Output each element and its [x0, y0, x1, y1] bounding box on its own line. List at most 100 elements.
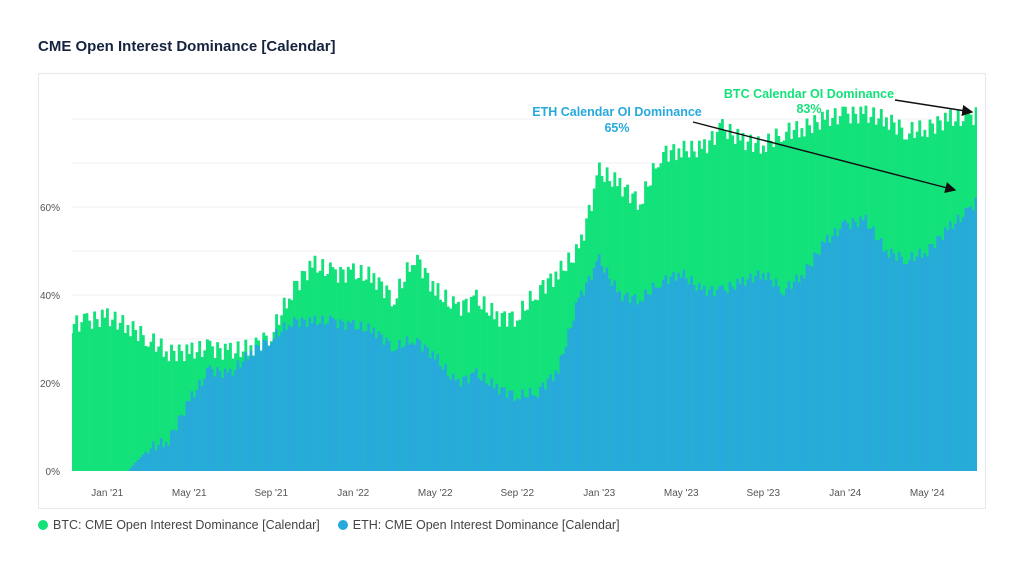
eth-bar — [364, 330, 368, 471]
btc-bar — [93, 311, 97, 471]
btc-bar — [126, 324, 130, 471]
eth-bar — [592, 267, 596, 471]
btc-bar — [100, 309, 104, 471]
eth-bar — [426, 347, 430, 471]
eth-bar — [782, 295, 786, 471]
eth-bar — [895, 260, 899, 471]
btc-bar — [72, 333, 73, 471]
eth-bar — [136, 460, 140, 471]
eth-bar — [367, 323, 371, 471]
eth-bar — [700, 289, 704, 471]
x-tick-label: May '23 — [664, 488, 699, 499]
eth-bar — [854, 221, 858, 471]
btc-bar — [531, 301, 535, 471]
eth-bar — [167, 445, 171, 471]
eth-bar — [677, 272, 681, 471]
eth-bar — [587, 275, 591, 471]
eth-bar — [352, 320, 355, 471]
eth-bar — [815, 253, 819, 471]
eth-bar — [562, 354, 565, 471]
eth-bar — [605, 267, 609, 471]
eth-bar — [554, 370, 558, 471]
btc-bar — [113, 311, 117, 471]
eth-bar — [213, 376, 217, 471]
eth-bar — [346, 321, 350, 471]
eth-bar — [797, 282, 801, 471]
eth-bar — [738, 283, 742, 471]
btc-bar — [518, 319, 522, 471]
eth-bar — [295, 319, 299, 471]
eth-bar — [267, 346, 271, 471]
eth-bar — [182, 415, 186, 471]
eth-bar — [623, 294, 627, 471]
x-tick-label: May '24 — [910, 488, 945, 499]
eth-bar — [154, 450, 158, 471]
eth-bar — [293, 317, 296, 471]
eth-bar — [736, 278, 740, 471]
btc-bar — [180, 351, 184, 471]
eth-bar — [467, 383, 471, 471]
eth-bar — [475, 368, 478, 471]
eth-bar — [264, 340, 268, 471]
eth-bar — [961, 217, 965, 471]
eth-bar — [805, 264, 809, 471]
btc-bar — [118, 322, 122, 471]
eth-bar — [908, 259, 911, 471]
btc-bar — [513, 326, 517, 471]
eth-bar — [654, 287, 658, 471]
eth-bar — [810, 266, 814, 471]
eth-bar — [398, 339, 401, 471]
eth-bar — [134, 462, 138, 471]
eth-bar — [631, 296, 635, 471]
eth-bar — [769, 279, 773, 471]
eth-bar — [469, 373, 473, 471]
eth-bar — [393, 350, 396, 471]
btc-bar — [541, 280, 545, 471]
eth-bar — [203, 378, 207, 471]
eth-bar — [762, 273, 765, 471]
eth-bar — [841, 221, 845, 471]
btc-bar — [533, 299, 537, 471]
eth-bar — [833, 228, 837, 471]
eth-bar — [659, 287, 663, 471]
eth-bar — [400, 347, 404, 471]
eth-bar — [449, 379, 453, 471]
eth-bar — [749, 273, 753, 471]
eth-bar — [585, 282, 589, 471]
eth-bar — [764, 280, 768, 471]
eth-bar — [387, 341, 391, 471]
eth-bar — [308, 317, 312, 471]
eth-bar — [946, 230, 950, 471]
eth-bar — [531, 395, 535, 471]
eth-bar — [713, 295, 717, 471]
eth-bar — [608, 279, 612, 471]
btc-bar — [157, 346, 161, 471]
eth-bar — [685, 278, 688, 471]
legend-item-btc[interactable]: BTC: CME Open Interest Dominance [Calend… — [38, 518, 320, 532]
eth-annotation-arrow — [692, 121, 957, 193]
eth-bar — [928, 243, 932, 471]
eth-bar — [887, 257, 891, 471]
btc-bar — [546, 278, 550, 471]
btc-bar — [167, 361, 171, 471]
eth-bar — [185, 400, 189, 471]
eth-bar — [144, 451, 148, 471]
eth-bar — [262, 339, 266, 471]
eth-bar — [193, 397, 196, 471]
btc-bar — [121, 315, 125, 471]
eth-bar — [369, 333, 373, 471]
eth-bar — [229, 368, 232, 471]
eth-bar — [446, 376, 450, 471]
btc-bar — [80, 322, 84, 471]
btc-bar — [162, 356, 166, 471]
eth-bar — [687, 284, 691, 471]
eth-bar — [487, 385, 491, 471]
eth-bar — [844, 219, 847, 471]
eth-bar — [557, 373, 560, 471]
legend-label-btc: BTC: CME Open Interest Dominance [Calend… — [53, 518, 320, 532]
eth-bar — [382, 344, 386, 471]
eth-bar — [621, 301, 624, 471]
eth-bar — [767, 272, 770, 471]
legend-item-eth[interactable]: ETH: CME Open Interest Dominance [Calend… — [337, 518, 620, 532]
eth-bar — [410, 342, 414, 471]
